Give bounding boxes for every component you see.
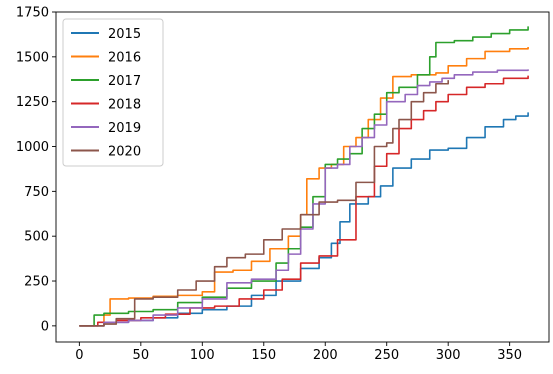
legend-label-2016: 2016 bbox=[108, 51, 141, 66]
x-tick-label: 150 bbox=[251, 348, 276, 363]
y-tick-label: 1500 bbox=[16, 50, 49, 65]
y-tick-label: 250 bbox=[24, 275, 49, 290]
y-tick-label: 750 bbox=[24, 185, 49, 200]
x-tick-label: 200 bbox=[313, 348, 338, 363]
x-tick-label: 300 bbox=[436, 348, 461, 363]
plot-area bbox=[79, 26, 529, 327]
y-tick-label: 500 bbox=[24, 230, 49, 245]
legend-label-2018: 2018 bbox=[108, 98, 141, 113]
x-tick-label: 250 bbox=[374, 348, 399, 363]
y-tick-label: 1000 bbox=[16, 140, 49, 155]
plot-frame bbox=[55, 11, 550, 343]
y-tick-label: 1750 bbox=[16, 6, 49, 21]
legend-label-2020: 2020 bbox=[108, 145, 141, 160]
y-tick-label: 1250 bbox=[16, 95, 49, 110]
x-tick-label: 0 bbox=[75, 348, 83, 363]
legend-label-2019: 2019 bbox=[108, 121, 141, 136]
series-line-2019 bbox=[79, 69, 529, 327]
x-tick-label: 100 bbox=[190, 348, 215, 363]
legend: 2015 2016 2017 2018 2019 2020 bbox=[62, 18, 164, 167]
legend-label-2015: 2015 bbox=[108, 27, 141, 42]
series-line-2018 bbox=[79, 75, 529, 327]
series-line-2020 bbox=[79, 80, 449, 327]
axes: 0 50 100 150 200 250 300 350 0 250 500 750 1000 1250 1… bbox=[16, 6, 550, 363]
x-tick-label: 50 bbox=[133, 348, 150, 363]
x-tick-label: 350 bbox=[497, 348, 522, 363]
legend-label-2017: 2017 bbox=[108, 74, 141, 89]
y-tick-label: 0 bbox=[41, 319, 49, 334]
